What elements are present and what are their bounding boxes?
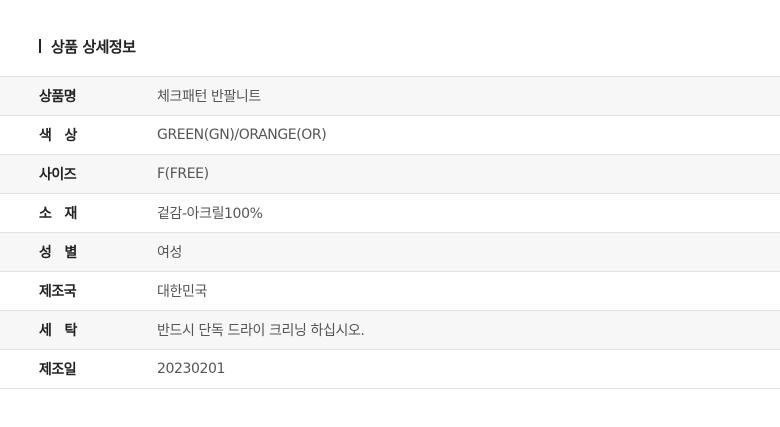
row-label: 사이즈 — [39, 167, 77, 183]
title-bar-marker — [39, 39, 41, 53]
row-label: 제조일 — [39, 362, 77, 378]
row-value: 체크패턴 반팔니트 — [157, 89, 261, 105]
row-value: 반드시 단독 드라이 크리닝 하십시오. — [157, 323, 365, 339]
row-label: 색 상 — [39, 128, 77, 144]
row-label: 소 재 — [39, 206, 77, 222]
product-detail-table: 상품명 체크패턴 반팔니트 색 상 GREEN(GN)/ORANGE(OR) 사이즈… — [0, 76, 780, 389]
table-row: 세 탁 반드시 단독 드라이 크리닝 하십시오. — [0, 311, 780, 350]
row-value: 대한민국 — [157, 284, 207, 300]
row-value: F(FREE) — [157, 166, 209, 182]
row-value: GREEN(GN)/ORANGE(OR) — [157, 127, 327, 143]
table-row: 제조국 대한민국 — [0, 272, 780, 311]
row-label: 세 탁 — [39, 323, 77, 339]
row-label: 성 별 — [39, 245, 77, 261]
table-row: 사이즈 F(FREE) — [0, 155, 780, 194]
table-row: 색 상 GREEN(GN)/ORANGE(OR) — [0, 116, 780, 155]
table-row: 상품명 체크패턴 반팔니트 — [0, 77, 780, 116]
row-value: 여성 — [157, 245, 182, 261]
row-value: 겉감-아크릴100% — [157, 206, 263, 222]
section-title: 상품 상세정보 — [39, 36, 136, 56]
row-label: 상품명 — [39, 89, 77, 105]
row-value: 20230201 — [157, 361, 226, 377]
section-title-text: 상품 상세정보 — [51, 37, 136, 56]
row-label: 제조국 — [39, 284, 77, 300]
table-row: 성 별 여성 — [0, 233, 780, 272]
table-row: 제조일 20230201 — [0, 350, 780, 389]
table-row: 소 재 겉감-아크릴100% — [0, 194, 780, 233]
